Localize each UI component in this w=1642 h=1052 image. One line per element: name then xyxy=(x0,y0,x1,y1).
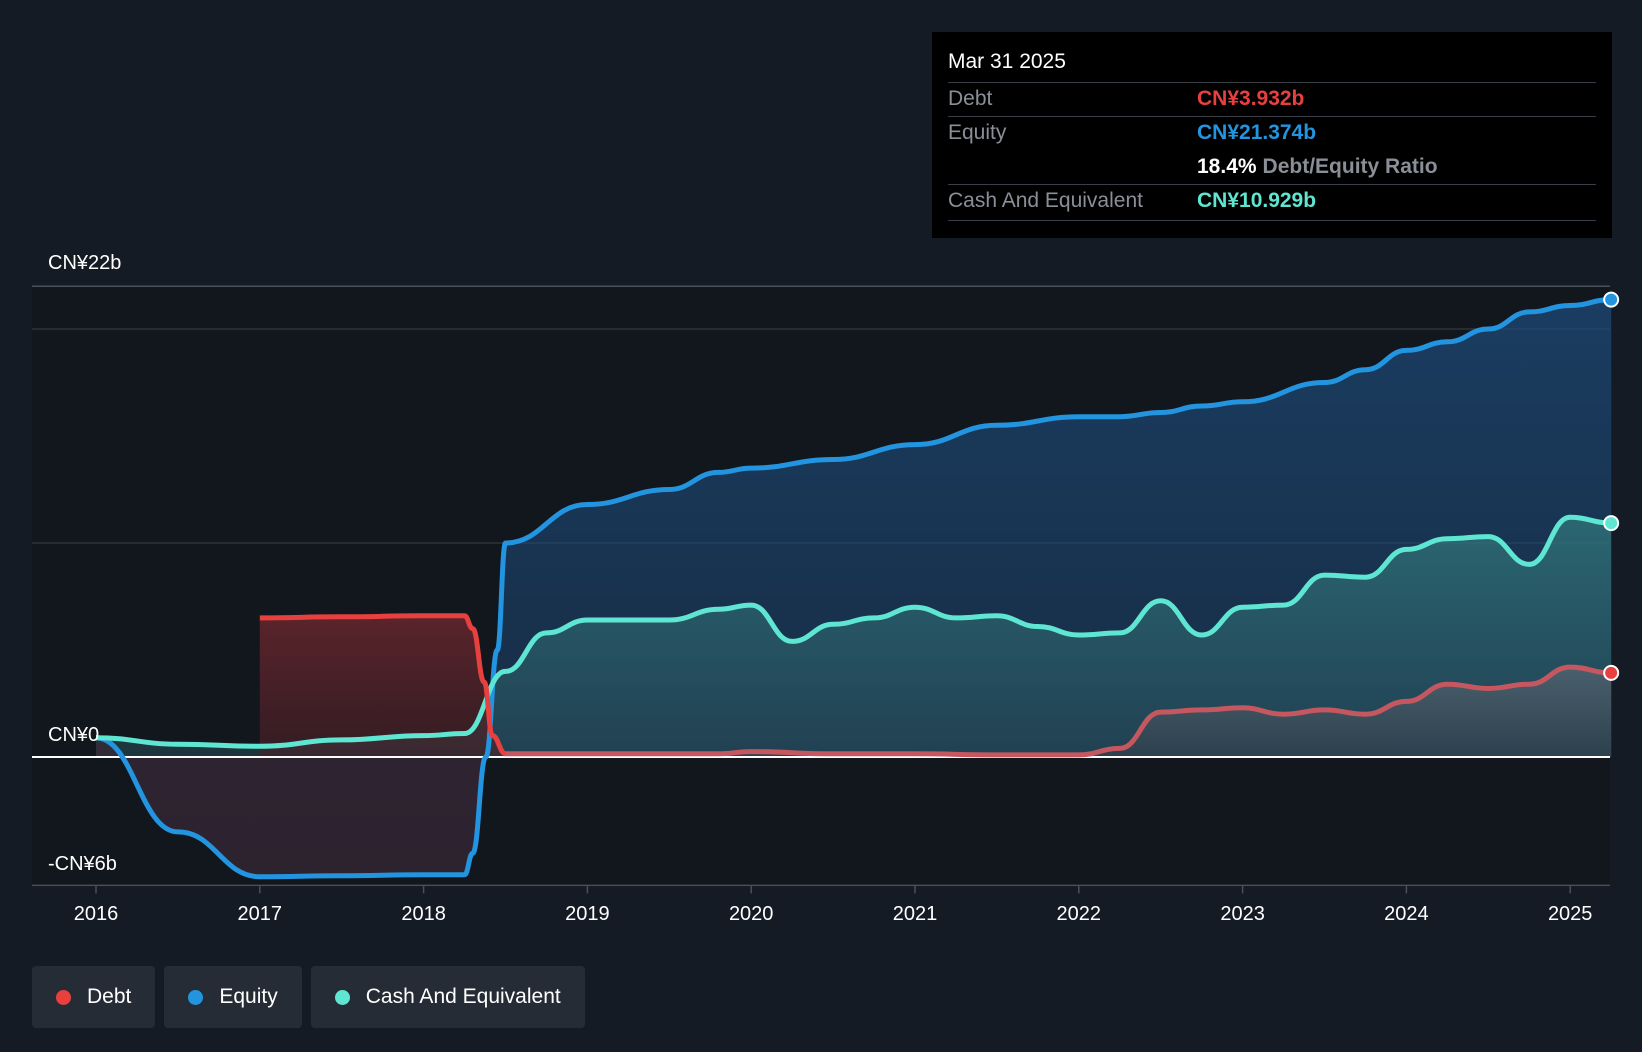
x-tick-label: 2022 xyxy=(1057,903,1102,925)
tooltip-equity-value: CN¥21.374b xyxy=(1197,121,1317,144)
equity-negative-area xyxy=(96,737,486,877)
legend-dot-icon xyxy=(56,989,71,1005)
series-end-dots xyxy=(1603,291,1620,681)
y-label-bottom: -CN¥6b xyxy=(48,853,117,875)
tooltip-cash-value: CN¥10.929b xyxy=(1197,189,1317,212)
debt-line-late xyxy=(505,664,1612,758)
legend-label: Debt xyxy=(87,985,132,1008)
x-tick-label: 2024 xyxy=(1384,903,1429,925)
tooltip-divider xyxy=(948,116,1596,117)
legend-label: Cash And Equivalent xyxy=(365,985,561,1008)
cash-area xyxy=(96,517,1612,757)
x-axis-ticks: 2016 2017 2018 2019 2020 2021 2022 2023 2024 2025 xyxy=(74,885,1593,925)
legend-item-debt[interactable]: Debt xyxy=(32,966,156,1028)
equity-line xyxy=(95,297,1612,880)
x-tick-label: 2025 xyxy=(1548,903,1593,925)
tooltip-debt-value: CN¥3.932b xyxy=(1197,87,1305,110)
chart-legend: Debt Equity Cash And Equivalent xyxy=(32,966,585,1028)
tooltip-cash-label: Cash And Equivalent xyxy=(948,189,1143,212)
series-areas xyxy=(32,299,1612,877)
tooltip-equity-label: Equity xyxy=(948,121,1007,144)
tooltip-ratio: 18.4% Debt/Equity Ratio xyxy=(1197,155,1438,179)
tooltip-ratio-value: 18.4% xyxy=(1197,155,1257,178)
x-tick-label: 2021 xyxy=(893,903,938,925)
tooltip-date: Mar 31 2025 xyxy=(948,50,1066,73)
x-tick-label: 2023 xyxy=(1220,903,1265,925)
tooltip-ratio-row: 18.4% Debt/Equity Ratio xyxy=(948,150,1596,184)
x-tick-label: 2016 xyxy=(74,903,119,925)
tooltip-cash-row: Cash And Equivalent CN¥10.929b xyxy=(948,184,1596,218)
debt-area-late xyxy=(505,667,1612,757)
tooltip-equity-row: Equity CN¥21.374b xyxy=(948,116,1596,150)
legend-label: Equity xyxy=(219,985,278,1008)
tooltip-divider xyxy=(948,82,1596,83)
x-tick-label: 2019 xyxy=(565,903,610,925)
debt-area-early xyxy=(259,615,506,757)
cash-line xyxy=(95,514,1612,749)
hover-tooltip: Mar 31 2025 Debt CN¥3.932b Equity CN¥21.… xyxy=(932,32,1612,238)
debt-line-early xyxy=(259,613,507,757)
tooltip-divider xyxy=(948,184,1596,185)
series-end-dot xyxy=(1603,291,1620,308)
y-label-zero: CN¥0 xyxy=(48,724,99,746)
legend-item-cash[interactable]: Cash And Equivalent xyxy=(310,966,585,1028)
x-tick-label: 2020 xyxy=(729,903,774,925)
tooltip-debt-row: Debt CN¥3.932b xyxy=(948,82,1596,116)
legend-dot-icon xyxy=(188,989,204,1005)
tooltip-debt-label: Debt xyxy=(948,87,993,110)
legend-dot-icon xyxy=(334,989,350,1005)
series-lines xyxy=(95,297,1612,880)
series-end-dot xyxy=(1603,515,1620,532)
series-end-dot xyxy=(1603,664,1620,681)
x-tick-label: 2017 xyxy=(238,903,283,925)
y-label-top: CN¥22b xyxy=(48,252,121,274)
tooltip-ratio-label: Debt/Equity Ratio xyxy=(1262,155,1438,178)
x-tick-label: 2018 xyxy=(401,903,446,925)
legend-item-equity[interactable]: Equity xyxy=(164,966,302,1028)
tooltip-divider xyxy=(948,220,1596,221)
